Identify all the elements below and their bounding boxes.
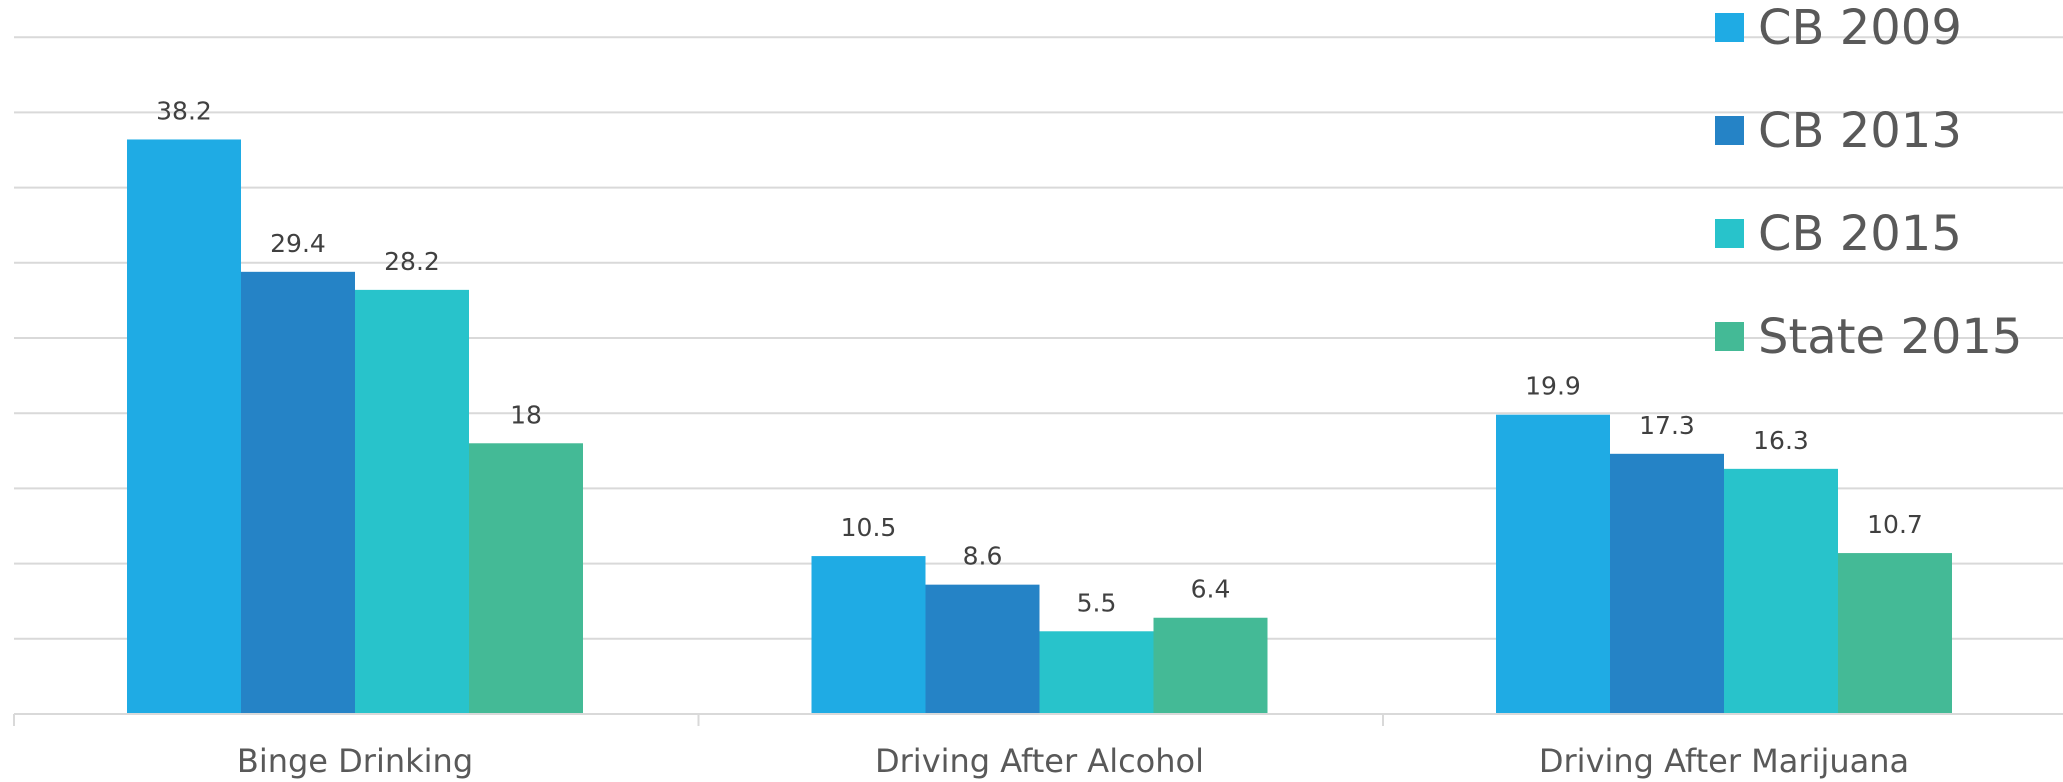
legend-swatch [1715,116,1744,145]
data-label: 6.4 [1191,575,1231,604]
legend-label: CB 2013 [1758,103,1962,159]
data-label: 38.2 [156,96,212,125]
bars [127,139,1952,715]
bar [1838,553,1952,714]
legend: CB 2009 CB 2013 CB 2015 State 2015 [1715,0,2022,365]
legend-label: CB 2009 [1758,0,1962,56]
legend-label: State 2015 [1758,309,2022,365]
data-label: 18 [510,400,542,429]
data-label: 10.7 [1867,510,1923,539]
data-label: 5.5 [1077,588,1117,617]
legend-label: CB 2015 [1758,206,1962,262]
bar [355,289,469,714]
data-label: 16.3 [1753,426,1809,455]
legend-swatch [1715,219,1744,248]
bar [127,139,241,715]
bar [1610,453,1724,714]
legend-swatch [1715,13,1744,42]
bar [241,271,355,714]
data-label: 8.6 [963,542,1003,571]
x-axis [13,713,2063,726]
bar [1039,631,1154,714]
data-label: 28.2 [384,247,440,276]
data-label: 17.3 [1639,411,1695,440]
category-labels: Binge Drinking Driving After Alcohol Drivi… [237,742,1909,780]
category-label: Binge Drinking [237,742,473,780]
data-label: 19.9 [1525,372,1581,401]
category-label: Driving After Alcohol [875,742,1204,780]
bar [925,584,1040,714]
data-label: 10.5 [841,513,897,542]
bar [1724,468,1838,714]
data-labels: 38.2 29.4 28.2 18 10.5 8.6 5.5 6.4 19.9 17.3 16.3 1… [156,96,1923,617]
bar [1496,414,1610,714]
bar [469,443,583,714]
category-label: Driving After Marijuana [1539,742,1909,780]
data-label: 29.4 [270,229,326,258]
bar [1153,617,1268,714]
legend-swatch [1715,322,1744,351]
bar [811,556,926,714]
